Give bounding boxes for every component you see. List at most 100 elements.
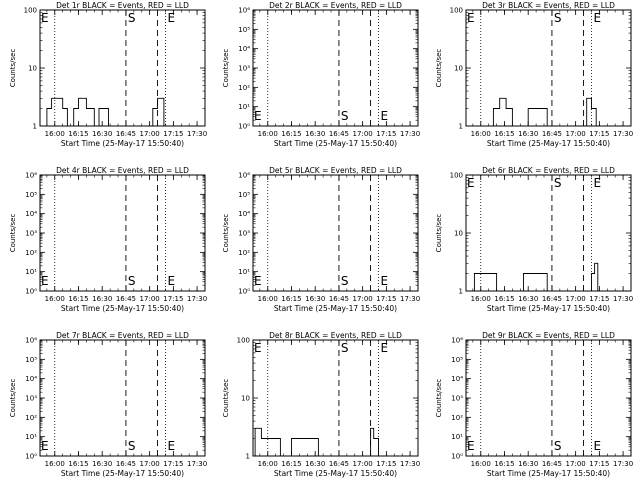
x-tick-label: 16:45 <box>116 295 136 303</box>
x-tick-label: 16:45 <box>116 460 136 468</box>
x-tick-label: 16:15 <box>494 295 514 303</box>
x-tick-label: 16:30 <box>92 130 112 138</box>
x-tick-label: 17:00 <box>140 130 160 138</box>
y-tick-label: 10³ <box>451 395 463 403</box>
x-tick-label: 16:00 <box>471 295 491 303</box>
marker-label: E <box>254 274 262 288</box>
x-tick-label: 17:15 <box>589 130 609 138</box>
y-tick-label: 10 <box>241 395 250 403</box>
x-tick-label: 17:30 <box>187 295 207 303</box>
marker-label: E <box>41 439 49 453</box>
x-tick-label: 17:30 <box>613 130 633 138</box>
marker-label: E <box>167 11 175 25</box>
y-tick-label: 10³ <box>238 230 250 238</box>
y-tick-label: 10¹ <box>451 433 463 441</box>
marker-label: E <box>254 109 262 123</box>
x-tick-label: 16:15 <box>68 130 88 138</box>
y-tick-label: 10⁶ <box>238 7 250 15</box>
y-tick-label: 10⁵ <box>238 26 250 34</box>
y-tick-label: 10² <box>25 414 37 422</box>
chart-panel-6: Det 6r BLACK = Events, RED = LLD 1 10 100 16… <box>435 166 633 313</box>
marker-label: E <box>254 341 262 355</box>
events-series-line <box>473 262 599 292</box>
x-tick-label: 17:15 <box>163 460 183 468</box>
events-series-line <box>46 97 165 127</box>
y-tick-label: 10² <box>25 249 37 257</box>
x-tick-label: 16:30 <box>305 295 325 303</box>
y-tick-label: 10⁵ <box>451 356 463 364</box>
y-tick-label: 10⁶ <box>451 337 463 345</box>
marker-label: E <box>167 439 175 453</box>
marker-label: S <box>554 11 562 25</box>
x-tick-label: 16:45 <box>116 130 136 138</box>
x-tick-label: 17:00 <box>566 295 586 303</box>
x-axis-label: Start Time (25-May-17 15:50:40) <box>274 469 397 478</box>
y-tick-label: 10⁴ <box>451 375 463 383</box>
y-tick-label: 10 <box>28 65 37 73</box>
x-tick-label: 17:00 <box>140 295 160 303</box>
y-tick-label: 10⁶ <box>25 337 37 345</box>
marker-label: S <box>554 176 562 190</box>
marker-label: E <box>167 274 175 288</box>
y-tick-label: 10⁴ <box>238 45 250 53</box>
y-tick-label: 10 <box>454 65 463 73</box>
x-tick-label: 16:15 <box>494 460 514 468</box>
chart-panel-1: Det 1r BLACK = Events, RED = LLD 1 10 100 16… <box>9 1 207 148</box>
events-series-line <box>254 427 379 457</box>
x-axis-label: Start Time (25-May-17 15:50:40) <box>274 304 397 313</box>
y-axis-label: Counts/sec <box>9 214 17 253</box>
y-tick-label: 1 <box>246 453 250 461</box>
x-tick-label: 17:15 <box>589 295 609 303</box>
chart-title: Det 4r BLACK = Events, RED = LLD <box>56 166 189 175</box>
x-tick-label: 16:15 <box>281 295 301 303</box>
y-tick-label: 10⁵ <box>25 356 37 364</box>
marker-label: S <box>128 274 136 288</box>
y-tick-label: 10² <box>238 249 250 257</box>
x-tick-label: 16:00 <box>471 130 491 138</box>
chart-panel-9: Det 9r BLACK = Events, RED = LLD 10⁰ 10¹ 10… <box>435 331 633 478</box>
chart-title: Det 5r BLACK = Events, RED = LLD <box>269 166 402 175</box>
x-tick-label: 17:30 <box>187 130 207 138</box>
x-tick-label: 17:30 <box>400 295 420 303</box>
x-tick-label: 17:00 <box>566 460 586 468</box>
chart-title: Det 8r BLACK = Events, RED = LLD <box>269 331 402 340</box>
x-tick-label: 17:00 <box>353 460 373 468</box>
x-tick-label: 16:15 <box>281 460 301 468</box>
marker-label: S <box>341 341 349 355</box>
x-tick-label: 17:15 <box>163 295 183 303</box>
x-tick-label: 17:30 <box>187 460 207 468</box>
x-tick-label: 16:00 <box>258 130 278 138</box>
y-axis-label: Counts/sec <box>222 49 230 88</box>
x-axis-label: Start Time (25-May-17 15:50:40) <box>61 139 184 148</box>
y-axis-label: Counts/sec <box>435 49 443 88</box>
y-tick-label: 10 <box>454 230 463 238</box>
x-tick-label: 16:45 <box>542 130 562 138</box>
y-tick-label: 10² <box>451 414 463 422</box>
marker-label: E <box>41 11 49 25</box>
x-tick-label: 17:30 <box>400 130 420 138</box>
x-tick-label: 16:15 <box>281 130 301 138</box>
marker-label: E <box>380 274 388 288</box>
plot-frame <box>39 339 206 457</box>
marker-label: E <box>380 341 388 355</box>
marker-label: S <box>128 11 136 25</box>
y-tick-label: 10⁵ <box>25 191 37 199</box>
x-tick-label: 16:15 <box>68 295 88 303</box>
y-tick-label: 10¹ <box>25 433 37 441</box>
y-tick-label: 10⁶ <box>238 172 250 180</box>
chart-title: Det 6r BLACK = Events, RED = LLD <box>482 166 615 175</box>
chart-title: Det 7r BLACK = Events, RED = LLD <box>56 331 189 340</box>
x-tick-label: 17:15 <box>376 295 396 303</box>
marker-label: E <box>380 109 388 123</box>
y-tick-label: 1 <box>459 123 463 131</box>
x-tick-label: 16:30 <box>305 130 325 138</box>
x-tick-label: 16:45 <box>329 130 349 138</box>
x-tick-label: 16:00 <box>45 295 65 303</box>
y-tick-label: 10⁶ <box>25 172 37 180</box>
marker-label: E <box>593 11 601 25</box>
marker-label: E <box>593 176 601 190</box>
x-tick-label: 17:15 <box>589 460 609 468</box>
y-axis-label: Counts/sec <box>222 379 230 418</box>
x-axis-label: Start Time (25-May-17 15:50:40) <box>487 304 610 313</box>
